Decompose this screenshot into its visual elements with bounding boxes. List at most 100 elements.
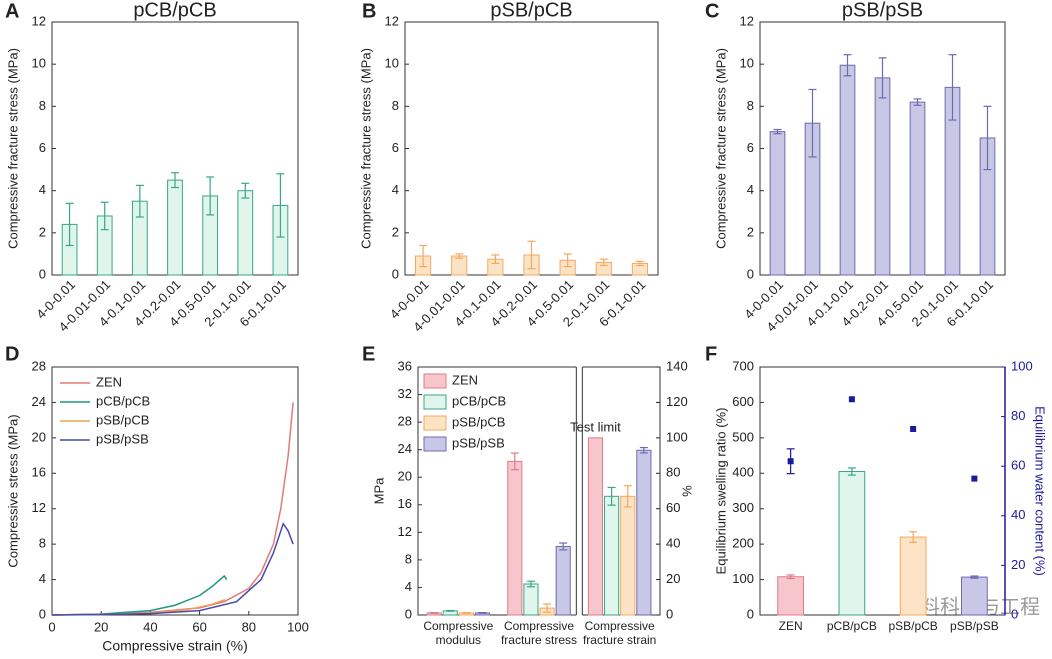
panel-label: D — [5, 343, 19, 365]
y2-axis-label: Equilibrium water content (%) — [1033, 406, 1048, 576]
y-tick-label: 24 — [32, 394, 46, 409]
panel-label: A — [5, 0, 19, 22]
y-tick-label: 16 — [398, 496, 412, 511]
y-tick-label: 8 — [747, 98, 754, 113]
y-tick-label: 100 — [732, 571, 754, 586]
y-tick-label: 20 — [398, 469, 412, 484]
y-tick-label: 0 — [392, 266, 399, 281]
legend-label: pSB/pSB — [96, 431, 149, 446]
y-tick-label: 8 — [405, 551, 412, 566]
panel-label: B — [362, 0, 376, 22]
legend-label: pSB/pCB — [452, 414, 505, 429]
y2-tick-label: 40 — [1011, 507, 1025, 522]
y-tick-label: 12 — [398, 524, 412, 539]
y2-tick-label: 60 — [1011, 458, 1025, 473]
bar — [839, 64, 856, 276]
x-tick-label-box: pCB/pCB — [827, 619, 877, 633]
y-tick-label: 20 — [32, 429, 46, 444]
y-axis-label: MPa — [371, 477, 386, 505]
y-tick-label: 16 — [32, 465, 46, 480]
plot-frame — [51, 366, 299, 616]
y-tick-label: 12 — [740, 13, 754, 28]
point — [787, 458, 794, 465]
legend-label: pSB/pSB — [452, 435, 505, 450]
panel-label: E — [362, 343, 375, 365]
y-tick-label: 200 — [732, 536, 754, 551]
y2-tick-label: 140 — [666, 358, 688, 373]
legend-label: pSB/pCB — [96, 412, 149, 427]
bar — [555, 545, 571, 616]
y-tick-label: 0 — [747, 606, 754, 621]
legend-label: pCB/pCB — [96, 393, 150, 408]
x-tick-label-box: Compressive fracture strain — [583, 619, 656, 647]
y-tick-label: 32 — [398, 386, 412, 401]
y-tick-label: 0 — [39, 266, 46, 281]
line — [51, 574, 228, 616]
x-tick-label: Compressive fracture stress — [500, 619, 577, 647]
y-tick-label: 10 — [740, 56, 754, 71]
legend-label: ZEN — [96, 374, 122, 389]
x-tick-label: pSB/pSB — [950, 619, 999, 633]
legend-label: ZEN — [452, 372, 478, 387]
y-tick-label: 12 — [32, 500, 46, 515]
x-tick-label: pSB/pCB — [888, 619, 938, 633]
line — [51, 522, 294, 616]
bar — [909, 101, 926, 276]
y2-tick-label: 100 — [1011, 358, 1033, 373]
x-tick-label: 20 — [94, 619, 108, 634]
y-tick-label: 0 — [405, 606, 412, 621]
point — [971, 475, 978, 482]
x-tick-label-box: Compressive modulus — [423, 619, 494, 647]
bar — [636, 449, 652, 616]
x-tick-label: 60 — [192, 619, 206, 634]
bar — [507, 460, 523, 616]
y-tick-label: 4 — [392, 182, 399, 197]
bar — [874, 77, 891, 276]
y-tick-label: 8 — [392, 98, 399, 113]
bar — [587, 437, 604, 616]
legend-swatch — [423, 436, 447, 452]
y-axis-label: Equilibrium swelling ratio (%) — [713, 408, 728, 575]
y-tick-label: 400 — [732, 465, 754, 480]
bar — [620, 495, 636, 616]
y-tick-label: 2 — [747, 224, 754, 239]
x-tick-label-box: pSB/pCB — [888, 619, 938, 633]
x-tick-label-box: ZEN — [779, 619, 803, 633]
x-tick-label-box: pSB/pSB — [950, 619, 999, 633]
y2-tick-label: 60 — [666, 500, 680, 515]
y-tick-label: 28 — [398, 414, 412, 429]
y-axis-label: Compressive fracture stress (MPa) — [358, 48, 373, 249]
bar — [769, 131, 786, 276]
legend-swatch — [423, 394, 447, 410]
x-tick-label: 40 — [143, 619, 157, 634]
point — [910, 426, 917, 432]
y-axis-label: Compressive stress (MPa) — [5, 414, 20, 567]
y-tick-label: 12 — [385, 13, 399, 28]
bar — [604, 495, 620, 616]
y-axis-label: Compressive fracture stress (MPa) — [713, 48, 728, 249]
bar — [451, 255, 468, 276]
y-tick-label: 500 — [732, 429, 754, 444]
legend-label: pCB/pCB — [452, 393, 506, 408]
y-tick-label: 6 — [392, 140, 399, 155]
y-tick-label: 600 — [732, 394, 754, 409]
bar — [237, 190, 254, 276]
x-tick-label-box: Compressive fracture stress — [500, 619, 577, 647]
y-tick-label: 0 — [747, 266, 754, 281]
x-tick-label: Compressive modulus — [423, 619, 494, 647]
y2-tick-label: 80 — [1011, 408, 1025, 423]
y2-tick-label: 0 — [666, 606, 673, 621]
y-tick-label: 12 — [32, 13, 46, 28]
y2-tick-label: 120 — [666, 394, 688, 409]
y2-tick-label: 0 — [1011, 606, 1018, 621]
y-tick-label: 4 — [405, 579, 412, 594]
legend-swatch — [423, 415, 447, 431]
y2-tick-label: 100 — [666, 429, 688, 444]
y-tick-label: 2 — [392, 224, 399, 239]
y-tick-label: 4 — [747, 182, 754, 197]
chart-title: pSB/pSB — [842, 0, 923, 21]
y-tick-label: 4 — [39, 571, 46, 586]
chart-title: pCB/pCB — [133, 0, 216, 21]
y-tick-label: 300 — [732, 500, 754, 515]
